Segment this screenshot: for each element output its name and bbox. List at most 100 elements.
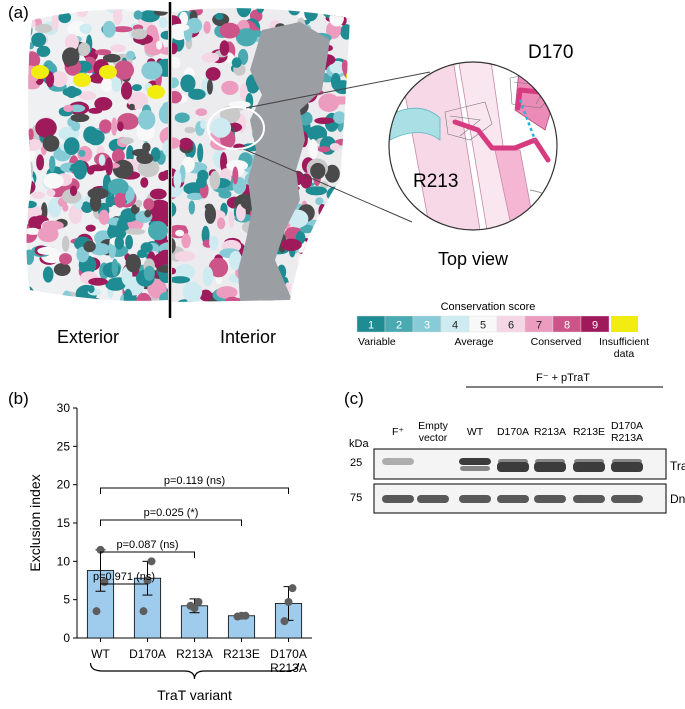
data-point	[147, 557, 156, 566]
y-tick-label: 5	[63, 593, 70, 607]
surface-patch	[125, 228, 145, 235]
y-tick-label: 10	[57, 554, 71, 568]
surface-patch	[138, 109, 156, 130]
surface-patch	[99, 119, 112, 134]
exterior-label: Exterior	[57, 327, 119, 347]
sidechain-r213	[452, 119, 551, 163]
surface-patch	[111, 117, 118, 136]
insufficient-data-patch	[31, 65, 49, 79]
surface-patch	[186, 17, 203, 34]
surface-patch	[329, 251, 338, 263]
surface-patch	[114, 192, 126, 208]
surface-patch	[144, 209, 152, 218]
surface-patch	[209, 170, 221, 190]
surface-patch	[137, 9, 151, 10]
surface-patch	[31, 32, 47, 47]
surface-patch	[131, 84, 142, 92]
data-point	[194, 597, 203, 606]
inset-highlight-ellipse	[207, 106, 265, 150]
surface-patch	[236, 8, 252, 18]
surface-patch	[78, 149, 86, 157]
surface-patch	[180, 74, 196, 93]
surface-patch	[159, 291, 169, 301]
surface-patch	[310, 261, 325, 274]
y-tick-label: 15	[57, 516, 71, 530]
dnak-band	[573, 495, 605, 503]
legend-mid-label: Average	[455, 336, 494, 348]
surface-patch	[160, 30, 169, 40]
surface-patch	[125, 253, 141, 273]
surface-patch	[79, 23, 92, 34]
surface-patch	[85, 224, 96, 232]
surface-patch	[123, 288, 133, 301]
surface-patch	[26, 227, 42, 235]
surface-patch	[86, 129, 105, 146]
legend-score-5: 5	[480, 320, 486, 332]
surface-patch	[88, 164, 108, 172]
significance-bracket	[100, 551, 195, 558]
surface-patch	[228, 211, 235, 228]
surface-patch	[308, 290, 320, 303]
surface-patch	[216, 217, 226, 230]
surface-patch	[184, 126, 196, 134]
surface-patch	[324, 275, 336, 289]
surface-patch	[149, 188, 167, 200]
surface-patch	[121, 81, 133, 100]
surface-patch	[70, 113, 90, 123]
residue-label-d170: D170	[528, 42, 573, 63]
insufficient-data-patch	[99, 65, 117, 79]
surface-patch	[315, 197, 324, 206]
surface-patch	[321, 230, 337, 248]
data-point	[190, 604, 199, 613]
surface-patch	[172, 237, 176, 254]
surface-patch	[78, 91, 97, 101]
significance-bracket	[100, 519, 242, 526]
surface-patch	[199, 289, 213, 302]
y-tick-label: 30	[57, 401, 71, 415]
surface-patch	[307, 8, 315, 10]
surface-patch	[26, 182, 31, 191]
lane-label: R213A	[611, 432, 643, 444]
surface-patch	[136, 152, 154, 164]
surface-patch	[136, 292, 152, 301]
y-tick-label: 0	[63, 631, 70, 645]
surface-patch	[239, 83, 248, 101]
lane-label: Empty	[418, 420, 449, 432]
surface-patch	[327, 238, 338, 246]
surface-patch	[329, 10, 344, 27]
lane-label: F⁺	[392, 426, 404, 438]
surface-patch	[88, 107, 103, 114]
y-axis-label: Exclusion index	[27, 474, 43, 571]
trat-band	[573, 462, 605, 472]
lane-label: R213E	[573, 426, 605, 438]
surface-patch	[58, 11, 72, 24]
significance-label: p=0.087 (ns)	[116, 539, 178, 551]
surface-patch	[125, 234, 133, 250]
surface-patch	[51, 71, 68, 88]
significance-label: p=0.025 (*)	[144, 507, 199, 519]
surface-patch	[114, 60, 134, 80]
surface-patch	[26, 138, 43, 151]
surface-patch	[172, 77, 179, 88]
surface-patch	[235, 28, 257, 47]
surface-patch	[172, 276, 191, 284]
surface-patch	[236, 203, 246, 222]
surface-patch	[188, 88, 206, 100]
surface-patch	[300, 224, 314, 234]
data-point	[280, 617, 289, 626]
surface-patch	[162, 139, 169, 157]
surface-patch	[186, 192, 204, 201]
surface-patch	[26, 297, 35, 301]
surface-patch	[148, 221, 168, 241]
surface-patch	[280, 238, 302, 251]
surface-patch	[331, 8, 342, 16]
protein-surface-interior	[172, 8, 350, 303]
surface-patch	[35, 118, 57, 138]
surface-patch	[89, 297, 102, 301]
lane-label: WT	[467, 426, 484, 438]
surface-patch	[126, 50, 136, 60]
surface-patch	[154, 2, 166, 8]
surface-patch	[225, 296, 240, 303]
